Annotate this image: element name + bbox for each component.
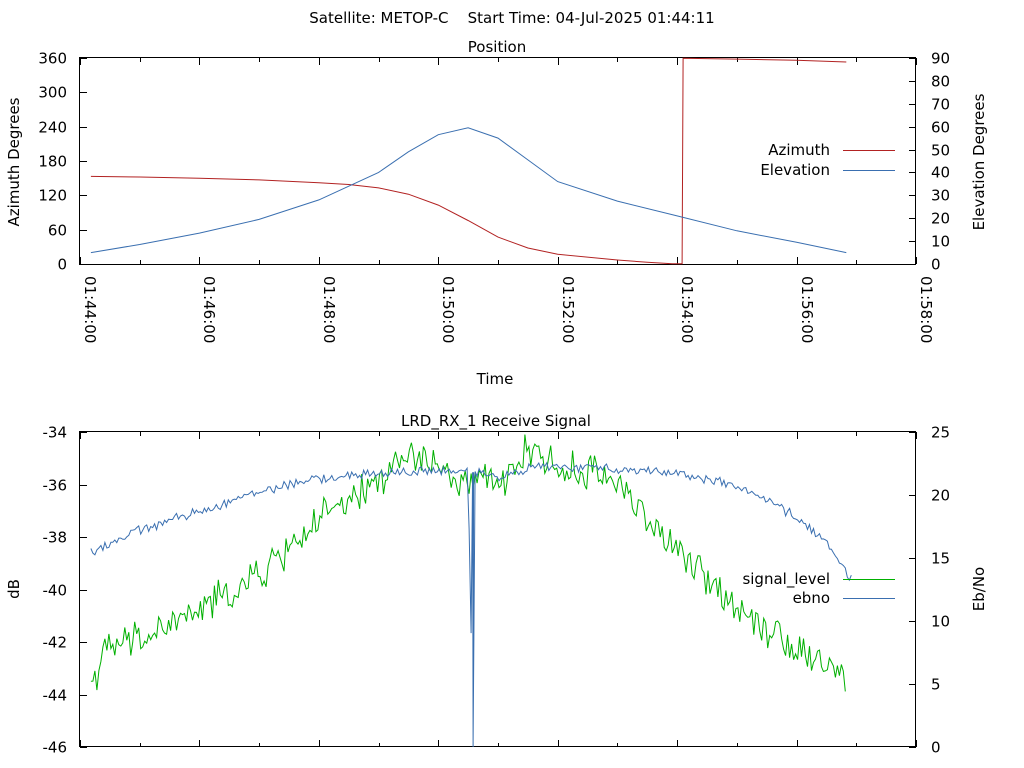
series-line-signal-level — [90, 434, 846, 692]
y-tick-label: -44 — [43, 687, 68, 705]
receive-signal-chart-title: LRD_RX_1 Receive Signal — [401, 412, 591, 431]
azimuth-axis-label: Azimuth Degrees — [5, 97, 23, 226]
y-tick-label: 300 — [38, 84, 67, 102]
y-tick-label: -34 — [43, 424, 68, 442]
y2-tick-label: 20 — [931, 487, 950, 505]
legend-label-azimuth: Azimuth — [768, 141, 830, 159]
y-tick-label: 60 — [48, 222, 67, 240]
y2-tick-label: 5 — [931, 676, 941, 694]
position-legend: Azimuth Elevation — [760, 141, 895, 179]
y2-tick-label: 80 — [931, 73, 950, 91]
x-tick-label: 01:46:00 — [200, 276, 218, 343]
position-series — [90, 57, 847, 265]
y-tick-label: -42 — [43, 634, 68, 652]
y2-tick-label: 10 — [931, 233, 950, 251]
y2-tick-label: 0 — [931, 739, 941, 757]
y2-tick-label: 90 — [931, 50, 950, 68]
y-tick-label: 180 — [38, 153, 67, 171]
legend-label-signal-level: signal_level — [742, 570, 830, 589]
y2-tick-label: 70 — [931, 96, 950, 114]
position-chart-title: Position — [468, 38, 526, 56]
time-axis-label: Time — [476, 370, 514, 388]
y-tick-label: -46 — [43, 739, 68, 757]
figure-title: Satellite: METOP-C Start Time: 04-Jul-20… — [309, 9, 714, 27]
y-tick-label: -38 — [43, 529, 68, 547]
y-tick-label: 360 — [38, 50, 67, 68]
y-tick-label: 120 — [38, 187, 67, 205]
x-tick-label: 01:58:00 — [917, 276, 935, 343]
receive-signal-ticks: -34 -36 -38 -40 -42 -44 -46 0 5 10 15 20 25 — [43, 424, 951, 757]
position-ticks: 0 60 120 180 240 300 360 0 10 20 30 40 50 60 70 80 90 01:… — [38, 50, 950, 344]
legend-label-ebno: ebno — [793, 589, 830, 607]
y2-tick-label: 40 — [931, 164, 950, 182]
x-tick-label: 01:44:00 — [81, 276, 99, 343]
elevation-axis-label: Elevation Degrees — [970, 93, 988, 230]
series-line-ebno — [90, 461, 852, 748]
y2-tick-label: 10 — [931, 613, 950, 631]
position-plot-frame — [79, 57, 916, 265]
legend-label-elevation: Elevation — [760, 161, 830, 179]
y2-tick-label: 0 — [931, 256, 941, 274]
y-tick-label: 240 — [38, 119, 67, 137]
y2-tick-label: 60 — [931, 119, 950, 137]
y2-tick-label: 25 — [931, 424, 950, 442]
series-line-azimuth — [90, 57, 847, 265]
position-chart: Position 0 60 120 180 240 300 360 0 10 20 30 40 50 60… — [5, 38, 988, 388]
x-tick-label: 01:52:00 — [559, 276, 577, 343]
receive-signal-series — [90, 434, 852, 748]
y2-tick-label: 20 — [931, 210, 950, 228]
x-tick-label: 01:56:00 — [798, 276, 816, 343]
receive-signal-chart: LRD_RX_1 Receive Signal -34-36-38-40-42-… — [5, 412, 988, 757]
y-tick-label: -40 — [43, 582, 68, 600]
ebno-axis-label: Eb/No — [970, 567, 988, 611]
y2-tick-label: 15 — [931, 550, 950, 568]
x-tick-label: 01:50:00 — [439, 276, 457, 343]
y2-tick-label: 30 — [931, 187, 950, 205]
series-line-elevation — [90, 127, 847, 254]
x-tick-label: 01:54:00 — [678, 276, 696, 343]
receive-signal-plot-frame — [79, 431, 916, 747]
y-tick-label: -36 — [43, 477, 68, 495]
y2-tick-label: 50 — [931, 142, 950, 160]
db-axis-label: dB — [5, 579, 23, 599]
x-tick-label: 01:48:00 — [320, 276, 338, 343]
y-tick-label: 0 — [57, 256, 67, 274]
